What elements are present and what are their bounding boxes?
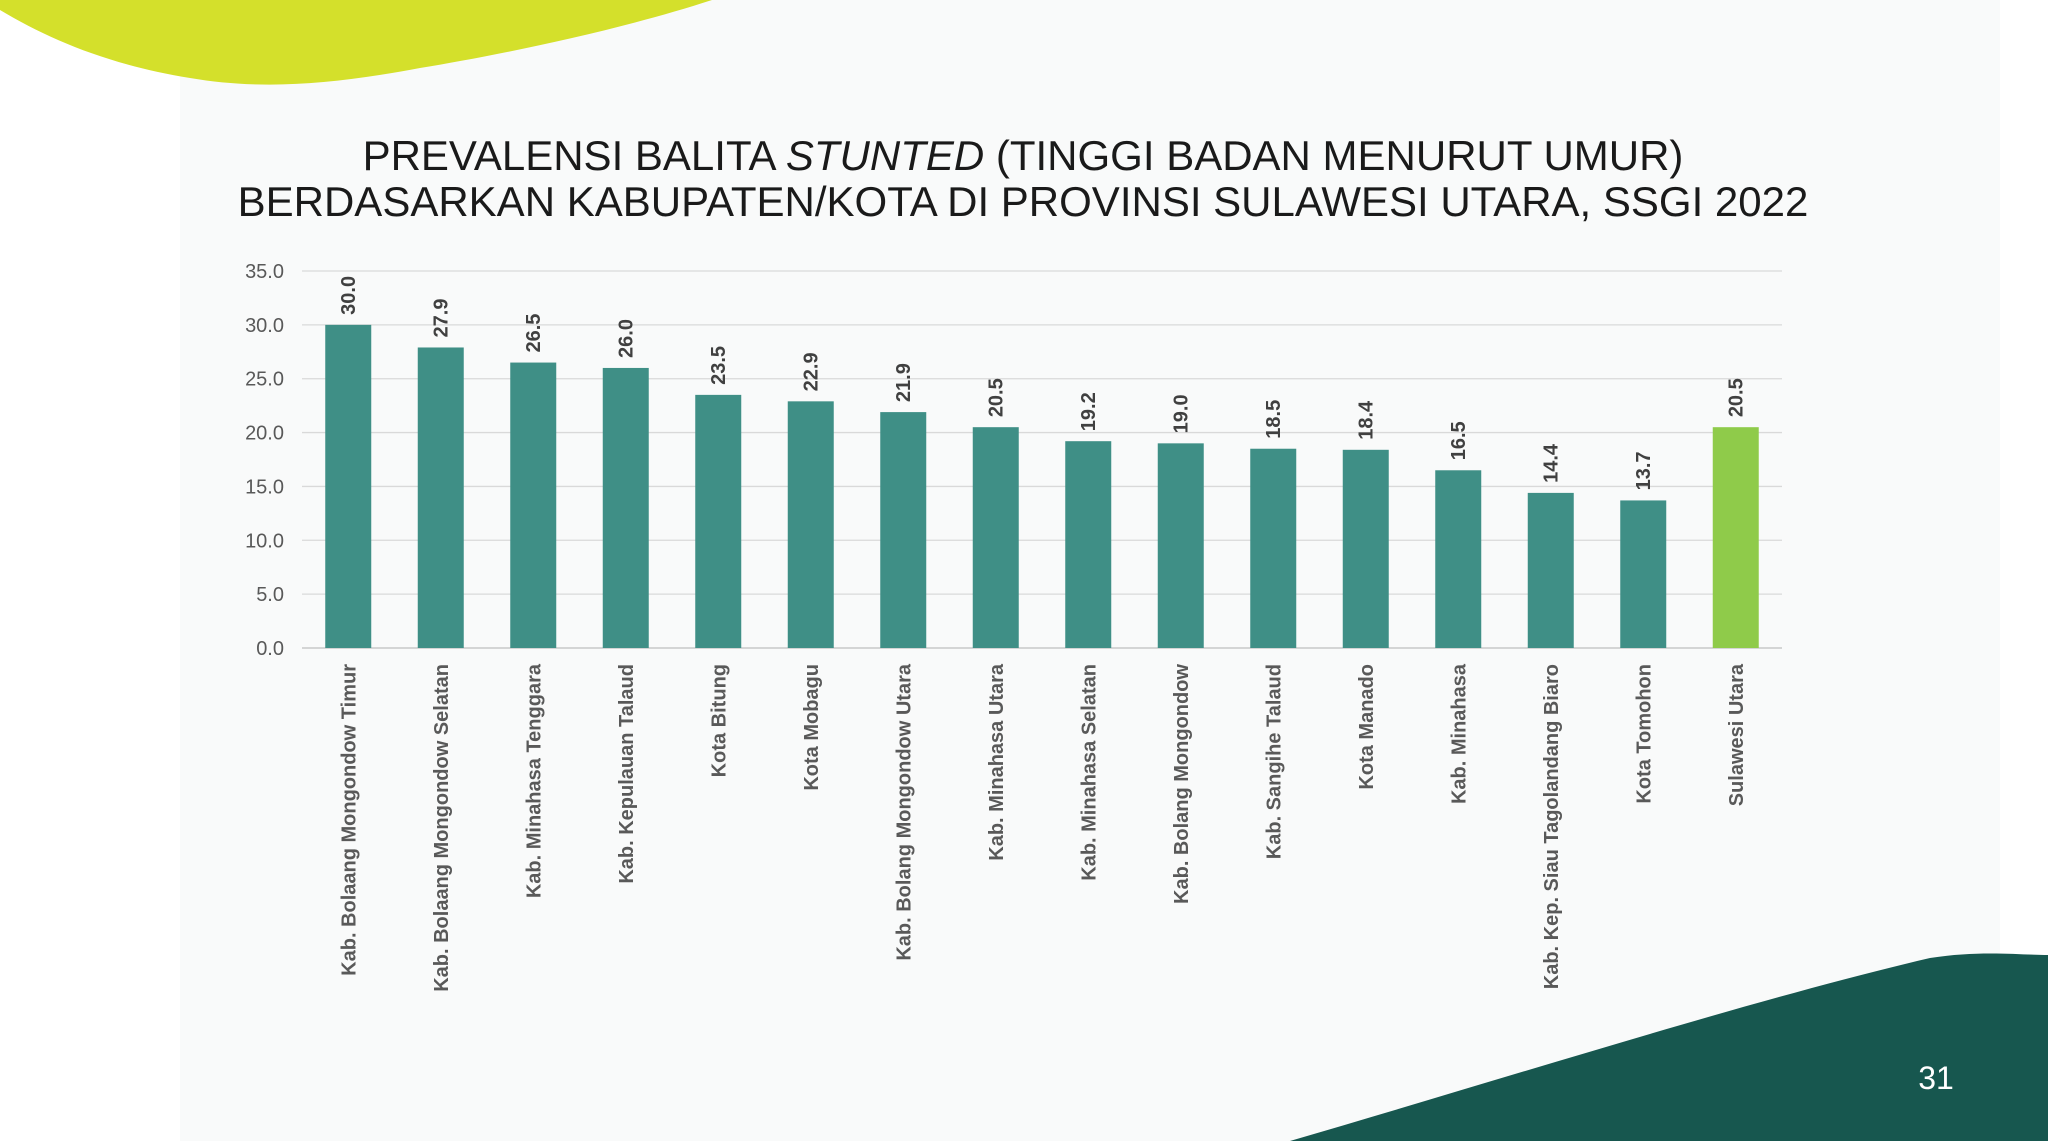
data-label: 19.2 bbox=[1078, 392, 1100, 431]
y-tick-label: 20.0 bbox=[245, 423, 284, 445]
category-label: Kab. Kepulauan Talaud bbox=[616, 664, 638, 884]
y-tick-label: 0.0 bbox=[256, 638, 284, 660]
y-tick-label: 5.0 bbox=[256, 584, 284, 606]
title-line-1-emphasis: STUNTED bbox=[786, 132, 984, 179]
category-label: Kab. Sangihe Talaud bbox=[1263, 664, 1285, 859]
data-label: 26.0 bbox=[616, 319, 638, 358]
y-axis-ticks: 0.0 5.0 10.0 15.0 20.0 25.0 30.0 35.0 bbox=[245, 261, 284, 660]
category-label: Kab. Bolang Mongondow Utara bbox=[893, 663, 915, 961]
bar bbox=[1250, 448, 1297, 648]
y-tick-label: 15.0 bbox=[245, 476, 284, 498]
bar bbox=[325, 324, 372, 648]
bar bbox=[417, 347, 464, 648]
chart-title-line-1: PREVALENSI BALITA STUNTED (TINGGI BADAN … bbox=[363, 132, 1684, 179]
page-number: 31 bbox=[1918, 1060, 1954, 1096]
y-tick-label: 10.0 bbox=[245, 530, 284, 552]
category-labels: Kab. Bolaang Mongondow Timur Kab. Bolaang… bbox=[338, 663, 1748, 992]
data-label: 30.0 bbox=[338, 276, 360, 315]
data-label: 14.4 bbox=[1541, 443, 1563, 483]
chart-title-line-2: BERDASARKAN KABUPATEN/KOTA DI PROVINSI S… bbox=[238, 178, 1809, 225]
data-label: 26.5 bbox=[523, 314, 545, 353]
bar bbox=[1157, 443, 1204, 648]
data-label: 20.5 bbox=[986, 378, 1008, 417]
bottom-right-accent-shape bbox=[1290, 953, 2048, 1141]
bar bbox=[510, 362, 557, 648]
category-label: Kab. Minahasa bbox=[1448, 663, 1470, 804]
y-tick-label: 30.0 bbox=[245, 315, 284, 337]
bar bbox=[602, 367, 649, 648]
bar bbox=[1435, 470, 1482, 648]
category-label: Kota Tomohon bbox=[1633, 664, 1655, 804]
bar bbox=[1342, 449, 1389, 648]
data-labels: 30.0 27.9 26.5 26.0 23.5 22.9 21.9 20.5 19.2 19.0… bbox=[338, 276, 1748, 491]
bar bbox=[1527, 492, 1574, 648]
data-label: 23.5 bbox=[708, 346, 730, 385]
bar bbox=[695, 394, 742, 648]
category-label: Kota Manado bbox=[1356, 664, 1378, 790]
category-label: Kab. Bolaang Mongondow Selatan bbox=[431, 664, 453, 992]
bar bbox=[880, 412, 927, 648]
category-label: Kab. Bolaang Mongondow Timur bbox=[338, 664, 360, 976]
data-label: 13.7 bbox=[1633, 451, 1655, 490]
category-label: Kab. Bolang Mongondow bbox=[1171, 664, 1193, 904]
data-label: 21.9 bbox=[893, 363, 915, 402]
bars bbox=[325, 324, 1759, 648]
category-label: Kota Mobagu bbox=[801, 664, 823, 791]
bar bbox=[787, 401, 834, 648]
category-label: Kab. Minahasa Tenggara bbox=[523, 663, 545, 898]
bar bbox=[1712, 427, 1759, 648]
top-left-accent-shape bbox=[0, 0, 712, 85]
data-label: 18.5 bbox=[1263, 400, 1285, 439]
y-tick-label: 35.0 bbox=[245, 261, 284, 283]
data-label: 19.0 bbox=[1171, 394, 1193, 433]
title-line-1-pre: PREVALENSI BALITA bbox=[363, 132, 786, 179]
data-label: 16.5 bbox=[1448, 421, 1470, 460]
title-line-1-post: (TINGGI BADAN MENURUT UMUR) bbox=[984, 132, 1683, 179]
category-label: Kab. Kep. Siau Tagolandang Biaro bbox=[1541, 664, 1563, 989]
data-label: 18.4 bbox=[1356, 400, 1378, 440]
bar bbox=[972, 427, 1019, 648]
data-label: 20.5 bbox=[1726, 378, 1748, 417]
category-label: Kab. Minahasa Utara bbox=[986, 663, 1008, 861]
category-label: Kab. Minahasa Selatan bbox=[1078, 664, 1100, 881]
category-label: Kota Bitung bbox=[708, 664, 730, 777]
bar bbox=[1620, 500, 1667, 648]
data-label: 22.9 bbox=[801, 352, 823, 391]
y-tick-label: 25.0 bbox=[245, 369, 284, 391]
data-label: 27.9 bbox=[431, 299, 453, 338]
category-label: Sulawesi Utara bbox=[1726, 663, 1748, 806]
bar bbox=[1065, 441, 1112, 648]
